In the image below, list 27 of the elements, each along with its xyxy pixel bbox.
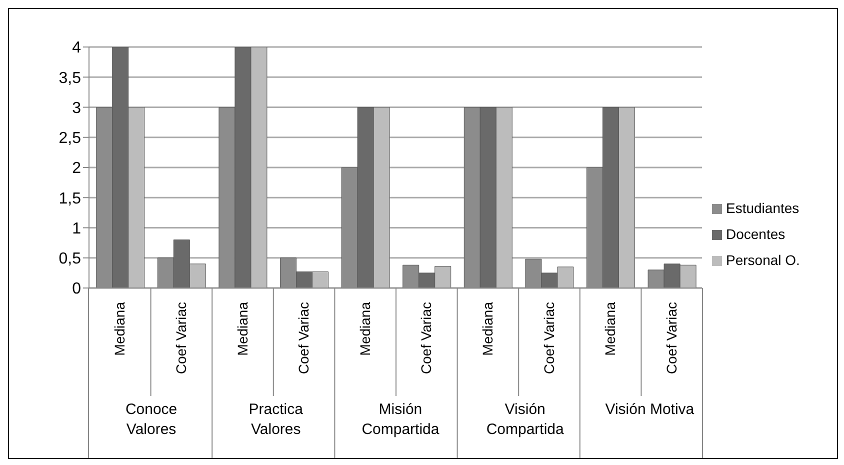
y-tick-label: 3,5 [58, 70, 82, 87]
y-tick-label: 1,5 [58, 190, 82, 208]
text: Practica Valores [248, 400, 304, 440]
x-tick-label: Mediana [479, 302, 496, 356]
text: Misión Compartida [360, 400, 440, 440]
legend-label: Personal O. [726, 252, 800, 268]
x-tick-label: Mediana [112, 302, 128, 356]
x-tick-label: Coef Variac [296, 302, 312, 374]
x-tick-label: Coef Variac [540, 302, 557, 374]
legend-label: Estudiantes [726, 200, 800, 216]
y-tick-label: 0 [72, 280, 82, 298]
y-tick-label: 4 [72, 40, 82, 57]
legend-label: Docentes [726, 226, 786, 242]
y-tick-label: 0,5 [58, 250, 82, 268]
text: Visión Motiva [604, 400, 696, 420]
y-tick-label: 1 [72, 220, 82, 238]
text: Conoce Valores [124, 400, 178, 440]
text: Visión Compartida [485, 400, 565, 440]
y-tick-label: 2,5 [58, 130, 82, 148]
x-tick-label: Mediana [356, 302, 373, 356]
y-tick-label: 3 [72, 100, 82, 117]
x-tick-label: Mediana [602, 302, 618, 356]
x-tick-label: Coef Variac [172, 302, 189, 374]
y-tick-label: 2 [72, 160, 82, 178]
x-tick-label: Coef Variac [418, 302, 434, 374]
x-tick-label: Mediana [234, 302, 250, 356]
x-tick-label: Coef Variac [663, 302, 680, 374]
